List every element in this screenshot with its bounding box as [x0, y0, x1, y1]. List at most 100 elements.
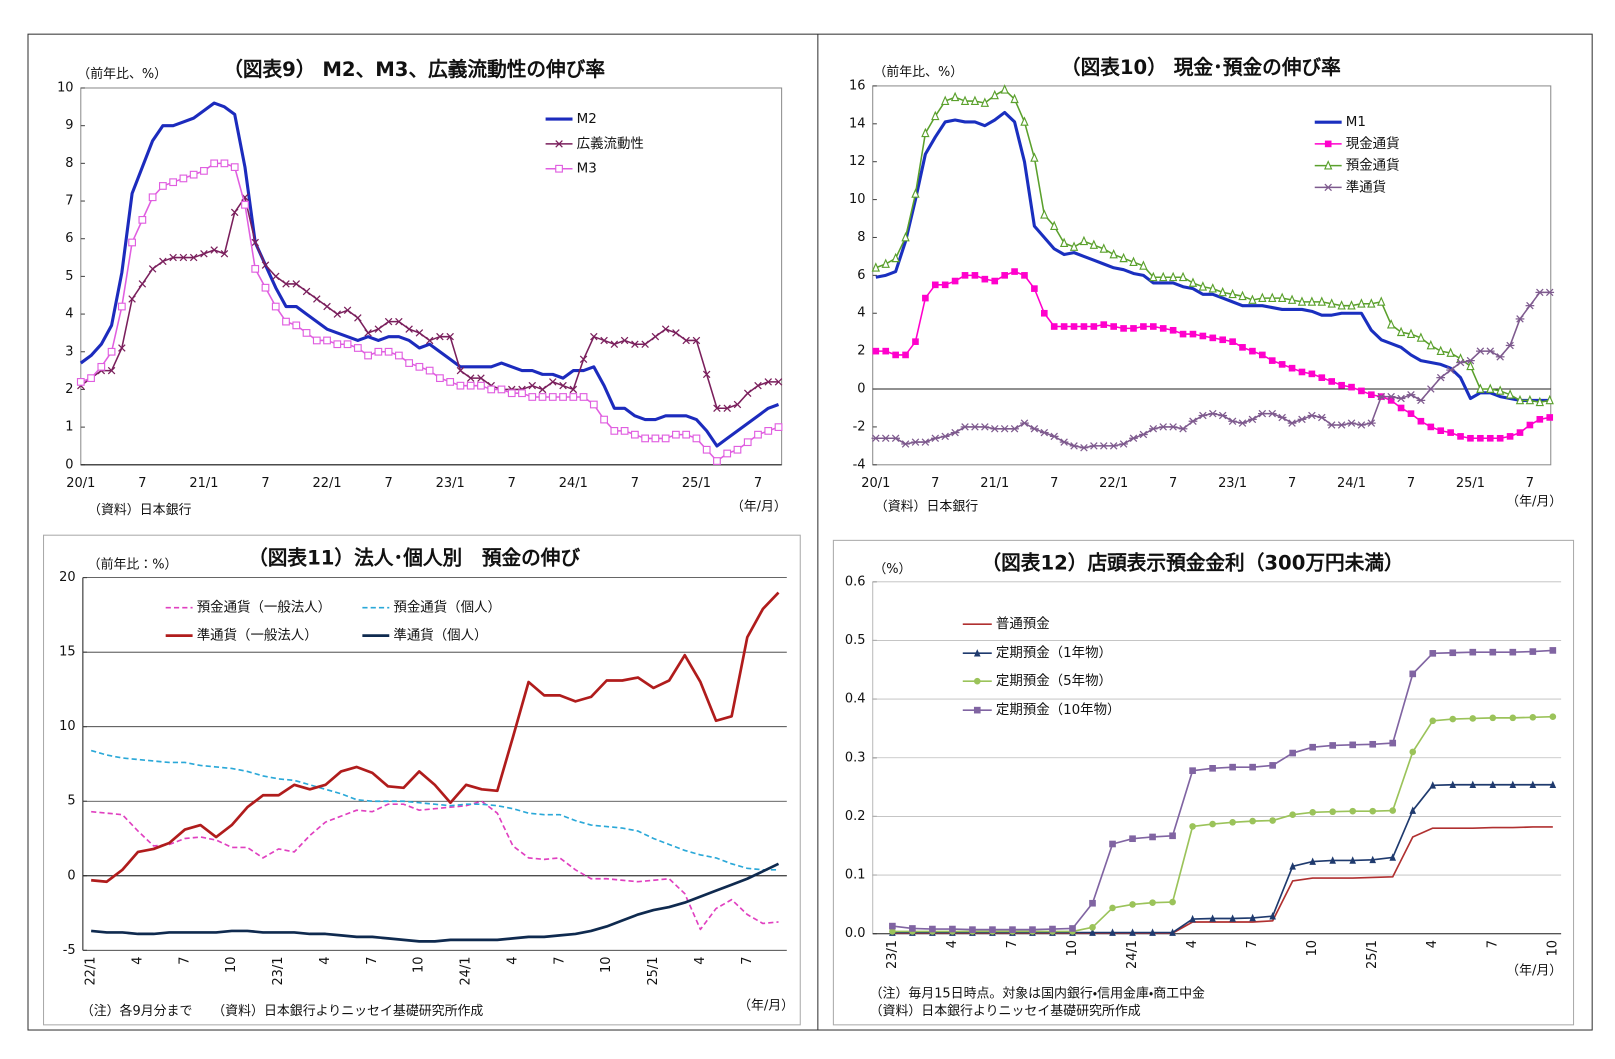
- marker: [559, 381, 567, 390]
- marker: [1049, 432, 1059, 441]
- x-axis-label: （年/月）: [731, 500, 787, 515]
- marker: [87, 374, 95, 383]
- chart-border: [832, 539, 1575, 1026]
- legend-label: 定期預金（1年物）: [996, 645, 1112, 661]
- marker: [1357, 298, 1366, 308]
- marker: [1396, 394, 1406, 403]
- marker: [323, 302, 331, 311]
- marker: [922, 294, 929, 302]
- marker: [1189, 330, 1197, 338]
- marker: [1429, 781, 1437, 789]
- marker: [230, 163, 239, 172]
- marker: [1449, 780, 1457, 789]
- marker: [1477, 434, 1484, 442]
- marker: [661, 325, 670, 333]
- marker: [1060, 323, 1068, 330]
- legend-label: 定期預金（10年物）: [996, 702, 1121, 718]
- marker: [912, 338, 919, 345]
- marker: [631, 340, 639, 348]
- marker: [960, 95, 970, 105]
- marker: [364, 329, 372, 337]
- marker: [1059, 237, 1069, 248]
- marker: [1289, 862, 1296, 870]
- marker: [497, 385, 506, 394]
- marker: [723, 404, 731, 413]
- legend-label: 預金通貨（個人）: [393, 599, 501, 616]
- marker: [1198, 281, 1208, 291]
- marker: [1486, 434, 1494, 442]
- marker: [951, 277, 959, 285]
- marker: [1149, 271, 1158, 282]
- marker: [1079, 443, 1089, 452]
- marker: [1229, 338, 1236, 345]
- marker: [189, 170, 198, 179]
- marker: [1549, 713, 1557, 721]
- marker: [1069, 925, 1076, 932]
- y-tick-label: 12: [849, 154, 865, 169]
- marker: [1050, 220, 1059, 230]
- marker: [733, 445, 742, 454]
- legend-label: 普通預金: [996, 616, 1050, 632]
- marker: [871, 434, 881, 443]
- marker: [384, 317, 393, 326]
- marker: [1349, 741, 1357, 749]
- marker: [1249, 763, 1256, 771]
- marker: [1307, 296, 1317, 306]
- x-tick-label: 20/1: [66, 476, 95, 491]
- marker: [446, 332, 454, 341]
- marker: [743, 438, 752, 447]
- legend-label: 預金通貨: [1346, 157, 1400, 174]
- y-tick-label: 3: [65, 344, 73, 359]
- marker: [179, 253, 188, 262]
- marker: [466, 374, 475, 382]
- y-tick-label: 5: [67, 794, 75, 809]
- x-axis-label: （年/月）: [1506, 495, 1562, 510]
- y-tick-label: 8: [857, 230, 865, 245]
- marker: [764, 427, 773, 435]
- marker: [466, 381, 475, 390]
- x-tick-label: 10: [412, 957, 427, 973]
- marker: [949, 925, 956, 933]
- marker: [538, 393, 547, 401]
- marker: [261, 283, 270, 292]
- x-tick-label: 7: [1169, 476, 1177, 491]
- marker: [1489, 714, 1497, 722]
- marker: [1188, 277, 1198, 287]
- series-line: [91, 800, 779, 931]
- marker: [1000, 84, 1009, 94]
- marker: [743, 389, 752, 397]
- x-tick-label: 7: [1288, 476, 1296, 491]
- marker: [569, 385, 578, 394]
- marker: [1529, 648, 1537, 655]
- marker: [1509, 714, 1517, 722]
- series-line: [892, 783, 1553, 934]
- marker: [1526, 421, 1534, 429]
- marker: [1317, 296, 1326, 306]
- marker: [901, 440, 910, 448]
- marker: [1525, 394, 1535, 405]
- marker: [1109, 928, 1116, 936]
- marker: [302, 287, 311, 296]
- chart-title: （図表9） M2、M3、広義流動性の伸び率: [223, 58, 605, 81]
- x-tick-label: 10: [1545, 940, 1560, 956]
- marker: [1110, 323, 1117, 330]
- marker: [1168, 423, 1178, 431]
- x-tick-label: 7: [1526, 476, 1534, 491]
- marker: [1040, 309, 1048, 317]
- marker: [1327, 298, 1336, 308]
- marker: [1469, 715, 1477, 722]
- marker: [1329, 856, 1336, 864]
- marker: [1129, 256, 1138, 266]
- legend-label: M2: [577, 112, 597, 127]
- marker: [128, 295, 136, 303]
- marker: [1287, 294, 1297, 304]
- marker: [940, 432, 950, 441]
- marker: [1407, 410, 1415, 417]
- marker: [1409, 670, 1417, 678]
- marker: [1189, 914, 1196, 923]
- marker: [374, 347, 383, 356]
- marker: [230, 208, 239, 217]
- x-tick-label: 4: [131, 957, 146, 965]
- legend-label: 現金通貨: [1346, 135, 1400, 152]
